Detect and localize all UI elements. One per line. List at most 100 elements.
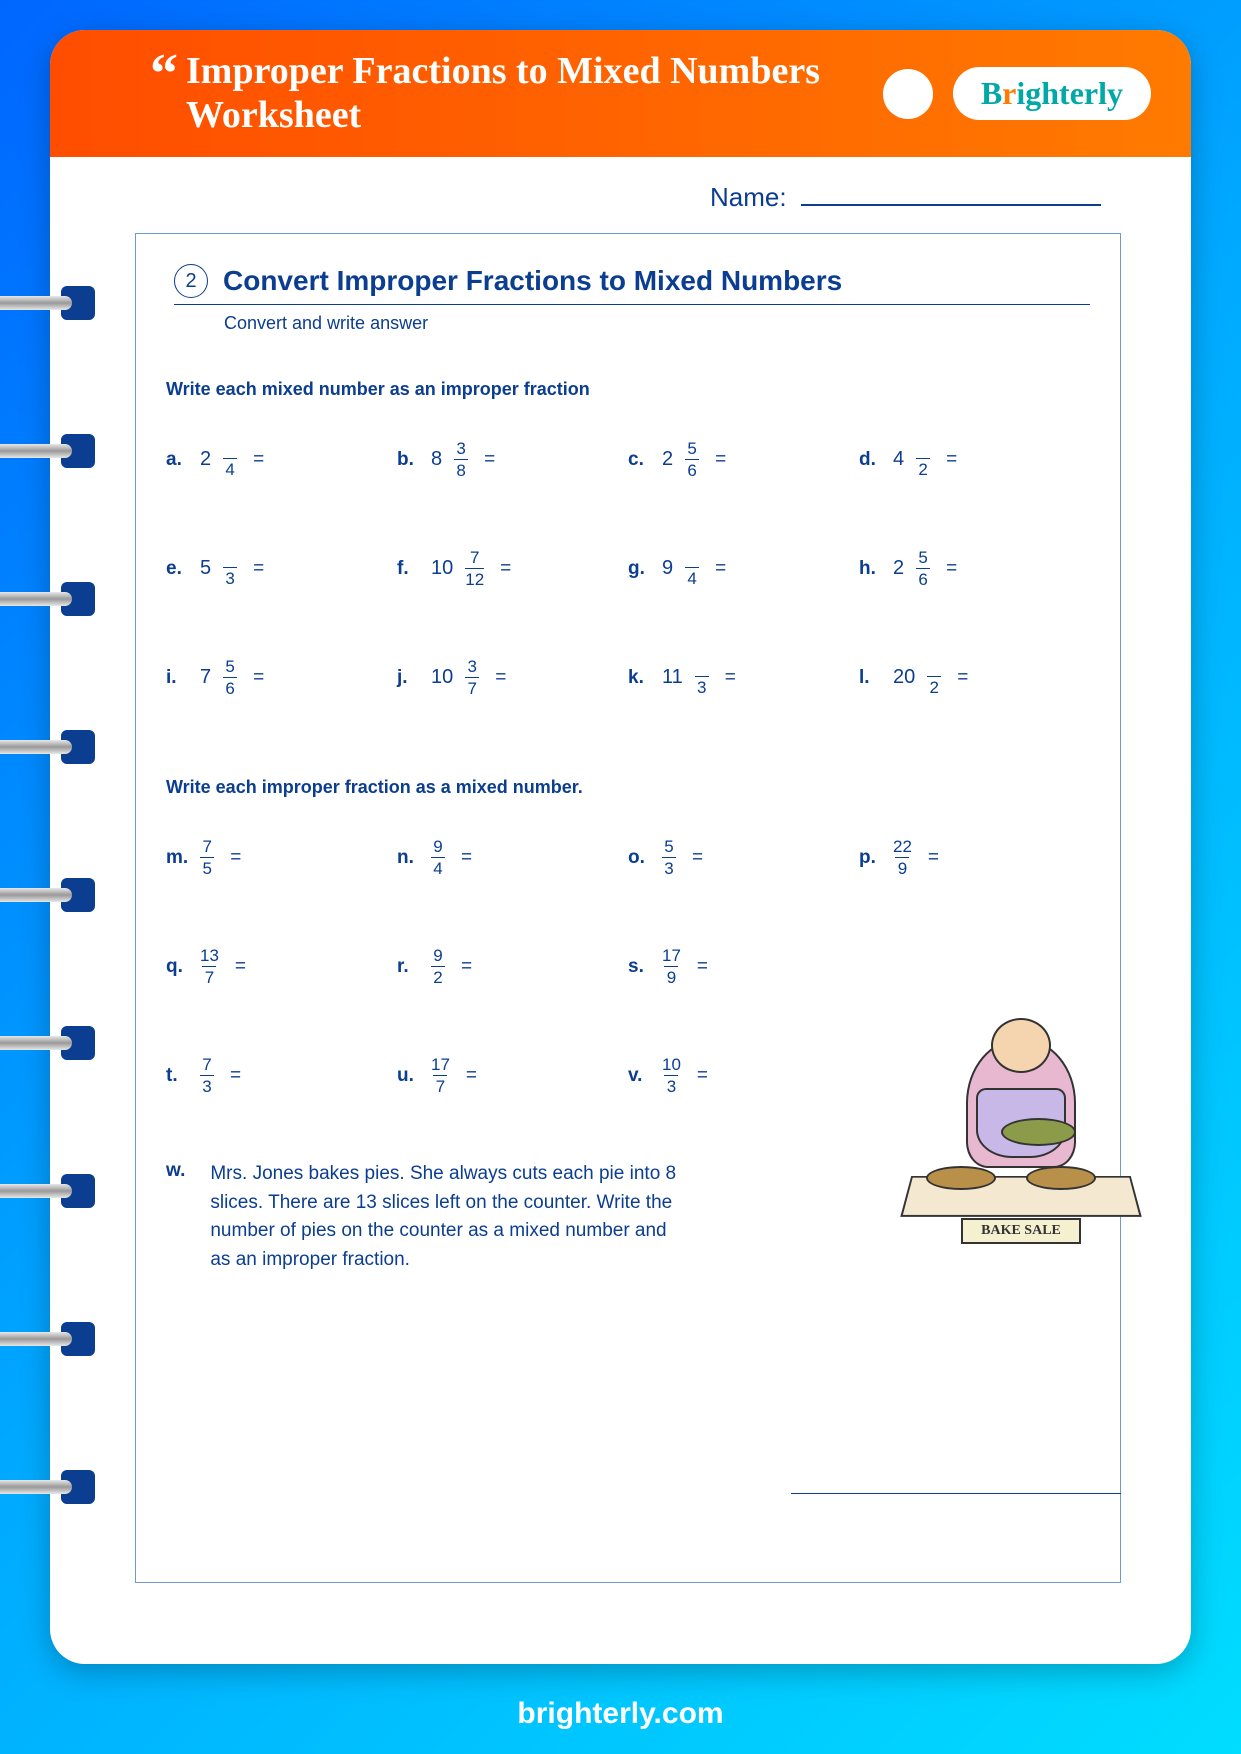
denominator: 9 (664, 966, 678, 986)
whole-number: 4 (893, 448, 904, 471)
equals-sign: = (697, 956, 708, 978)
whole-number: 2 (200, 448, 211, 471)
mixed-number-grid: a.24=b.838=c.256=d.42=e.53=f.10712=g.94=… (166, 405, 1090, 732)
name-label: Name: (710, 182, 787, 213)
problem-item: r. 92 = (397, 912, 628, 1021)
whole-number: 2 (662, 448, 673, 471)
problem-item: a.24= (166, 405, 397, 514)
equals-sign: = (484, 449, 495, 471)
problem-item: h.256= (859, 514, 1090, 623)
fraction: 712 (465, 549, 484, 588)
denominator: 4 (685, 567, 699, 587)
equals-sign: = (495, 667, 506, 689)
problem-item: j.1037= (397, 623, 628, 732)
fraction: 179 (662, 947, 681, 986)
problem-label: j. (397, 667, 419, 689)
quote-icon: “ (150, 60, 178, 88)
problem-item: k.113= (628, 623, 859, 732)
problem-label: n. (397, 847, 419, 869)
whole-number: 5 (200, 557, 211, 580)
problem-item: b.838= (397, 405, 628, 514)
worksheet-page: “ Improper Fractions to Mixed Numbers Wo… (50, 30, 1191, 1664)
equals-sign: = (946, 449, 957, 471)
numerator: 17 (662, 947, 681, 966)
problem-label: o. (628, 847, 650, 869)
numerator: 7 (202, 1056, 211, 1075)
problem-label: k. (628, 667, 650, 689)
denominator: 7 (465, 677, 479, 697)
denominator: 6 (223, 677, 237, 697)
problem-label: r. (397, 956, 419, 978)
fraction: 3 (223, 550, 237, 587)
numerator: 17 (431, 1056, 450, 1075)
fraction: 56 (916, 549, 930, 588)
denominator: 6 (685, 459, 699, 479)
problem-label: i. (166, 667, 188, 689)
section-header: 2 Convert Improper Fractions to Mixed Nu… (174, 264, 1090, 305)
fraction: 229 (893, 838, 912, 877)
logo-text: Brighterly (981, 75, 1123, 112)
denominator: 3 (662, 857, 676, 877)
problem-item: t.73= (166, 1021, 397, 1130)
denominator: 3 (664, 1075, 678, 1095)
whole-number: 20 (893, 666, 915, 689)
problem-label: b. (397, 449, 419, 471)
fraction: 94 (431, 838, 445, 877)
problem-item: l.202= (859, 623, 1090, 732)
problem-item: e.53= (166, 514, 397, 623)
equals-sign: = (461, 847, 472, 869)
problem-label: u. (397, 1065, 419, 1087)
denominator: 4 (431, 857, 445, 877)
header-right: Brighterly (883, 67, 1151, 120)
denominator: 9 (895, 857, 909, 877)
problem-label: s. (628, 956, 650, 978)
problem-label: p. (859, 847, 881, 869)
problem-item: d.42= (859, 405, 1090, 514)
whole-number: 11 (662, 666, 683, 689)
denominator: 2 (431, 966, 445, 986)
word-problem-text: Mrs. Jones bakes pies. She always cuts e… (210, 1160, 690, 1274)
equals-sign: = (946, 558, 957, 580)
problem-item: g.94= (628, 514, 859, 623)
denominator: 7 (202, 966, 216, 986)
fraction: 37 (465, 658, 479, 697)
fraction: 92 (431, 947, 445, 986)
denominator: 3 (223, 567, 237, 587)
equals-sign: = (461, 956, 472, 978)
content-area: 2 Convert Improper Fractions to Mixed Nu… (135, 233, 1121, 1583)
worksheet-title: Improper Fractions to Mixed Numbers Work… (186, 50, 883, 137)
problem-label: c. (628, 449, 650, 471)
name-input-line[interactable] (801, 204, 1101, 206)
fraction: 56 (685, 440, 699, 479)
equals-sign: = (230, 1065, 241, 1087)
numerator: 7 (470, 549, 479, 568)
problem-item: q.137= (166, 912, 397, 1021)
whole-number: 9 (662, 557, 673, 580)
fraction: 53 (662, 838, 676, 877)
problem-label: m. (166, 847, 188, 869)
numerator: 22 (893, 838, 912, 857)
problem-item: s. 179 = (628, 912, 859, 1021)
equals-sign: = (697, 1065, 708, 1087)
fraction: 2 (927, 659, 941, 696)
numerator: 7 (202, 838, 211, 857)
numerator: 3 (456, 440, 465, 459)
problem-item: i.756= (166, 623, 397, 732)
word-problem-answer-line[interactable] (791, 1493, 1121, 1494)
problem-label: q. (166, 956, 188, 978)
fraction: 103 (662, 1056, 681, 1095)
numerator: 5 (664, 838, 673, 857)
fraction: 177 (431, 1056, 450, 1095)
whole-number: 7 (200, 666, 211, 689)
numerator: 5 (687, 440, 696, 459)
problem-item: f.10712= (397, 514, 628, 623)
equals-sign: = (725, 667, 736, 689)
problem-label: a. (166, 449, 188, 471)
equals-sign: = (692, 847, 703, 869)
denominator: 2 (927, 676, 941, 696)
numerator: 9 (433, 947, 442, 966)
subheading-2: Write each improper fraction as a mixed … (166, 777, 1090, 798)
equals-sign: = (253, 558, 264, 580)
problem-label: l. (859, 667, 881, 689)
problem-item: c.256= (628, 405, 859, 514)
